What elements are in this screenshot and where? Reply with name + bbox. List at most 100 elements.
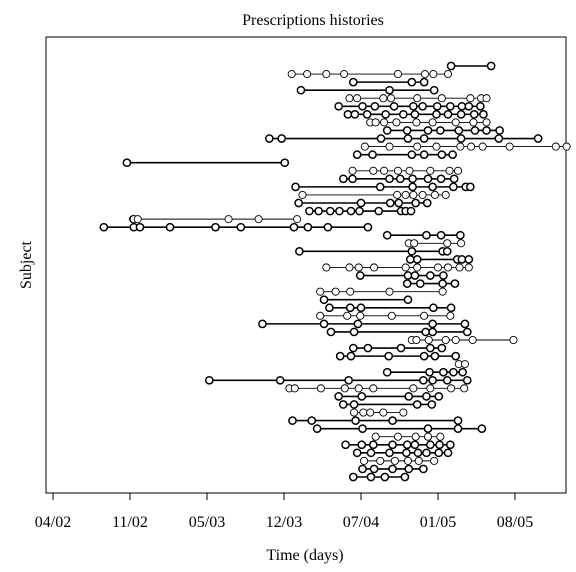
prescription-point <box>446 311 455 320</box>
subject-row <box>454 360 470 369</box>
prescription-point <box>409 384 418 393</box>
prescription-point <box>422 198 432 208</box>
prescription-point <box>509 335 518 345</box>
prescription-point <box>505 142 514 151</box>
subject-row <box>382 126 504 135</box>
prescription-point <box>254 215 263 224</box>
prescription-point <box>165 222 175 232</box>
prescription-point <box>437 150 447 159</box>
prescription-point <box>443 263 453 272</box>
prescription-point <box>352 150 362 159</box>
prescription-point <box>385 85 394 95</box>
prescription-point <box>468 335 477 345</box>
subject-row <box>338 400 437 409</box>
prescription-point <box>312 424 322 433</box>
prescription-point <box>422 392 431 401</box>
prescription-point <box>390 456 399 465</box>
prescription-point <box>435 126 445 135</box>
prescription-point <box>419 375 428 385</box>
prescription-point <box>358 101 367 111</box>
prescription-point <box>443 110 453 119</box>
subject-row <box>404 239 466 248</box>
prescription-point <box>464 263 473 272</box>
prescription-point <box>414 456 423 465</box>
prescription-point <box>433 263 443 272</box>
prescription-point <box>345 94 354 103</box>
prescription-point <box>430 351 440 361</box>
prescription-point <box>428 182 437 192</box>
prescription-point <box>443 70 453 79</box>
subject-row <box>352 448 453 458</box>
prescription-point <box>419 77 429 87</box>
prescription-point <box>432 110 441 119</box>
prescription-point <box>386 94 396 103</box>
prescription-point <box>374 206 384 216</box>
prescription-point <box>343 311 352 320</box>
prescription-point <box>428 375 437 385</box>
subject-row <box>360 456 439 465</box>
prescription-point <box>402 279 412 288</box>
prescription-point <box>423 424 433 433</box>
prescription-point <box>442 247 452 256</box>
prescription-point <box>366 472 376 482</box>
subject-row <box>316 311 455 320</box>
prescription-point <box>446 61 456 71</box>
prescription-point <box>325 206 335 216</box>
prescription-point <box>376 456 385 465</box>
prescription-point <box>428 327 437 337</box>
prescription-point <box>407 77 417 87</box>
subject-row <box>322 263 473 272</box>
prescription-point <box>382 126 392 135</box>
prescription-point <box>432 142 441 151</box>
x-tick-label: 11/02 <box>112 514 148 531</box>
prescription-point <box>413 448 423 458</box>
prescription-point <box>334 392 344 401</box>
subject-row <box>348 166 463 175</box>
prescription-point <box>407 150 417 159</box>
prescription-point <box>294 198 303 208</box>
x-tick-label: 12/03 <box>266 514 302 531</box>
prescription-point <box>393 166 403 175</box>
prescription-point <box>434 392 444 401</box>
prescription-point <box>470 126 480 135</box>
prescription-point <box>464 255 474 264</box>
subject-row <box>287 70 453 79</box>
prescription-point <box>358 424 367 433</box>
prescription-point <box>424 335 433 345</box>
subject-row <box>382 367 467 377</box>
prescription-point <box>99 222 109 232</box>
prescription-point <box>410 440 420 450</box>
prescription-point <box>400 472 410 482</box>
prescription-point <box>465 182 475 192</box>
prescription-point <box>296 85 306 95</box>
prescription-point <box>369 464 379 474</box>
prescription-point <box>380 118 389 127</box>
prescription-point <box>368 150 377 159</box>
prescription-point <box>369 384 378 393</box>
prescription-point <box>430 456 439 465</box>
prescription-point <box>439 271 448 280</box>
prescription-point <box>371 432 380 441</box>
prescription-point <box>393 190 402 199</box>
x-tick-label: 01/05 <box>420 514 456 531</box>
prescription-point <box>335 206 344 216</box>
subject-row <box>305 206 416 216</box>
prescription-point <box>393 432 403 441</box>
prescription-point <box>436 432 445 441</box>
prescription-point <box>363 343 373 353</box>
subject-row <box>294 198 432 208</box>
prescription-point <box>322 263 331 272</box>
prescription-point <box>354 384 363 393</box>
prescription-point <box>439 367 448 377</box>
prescription-point <box>462 375 472 385</box>
subject-row <box>402 279 460 288</box>
prescription-point <box>437 343 447 353</box>
prescription-point <box>403 134 413 143</box>
prescription-point <box>335 351 345 361</box>
prescription-point <box>350 110 360 119</box>
prescription-point <box>366 408 375 417</box>
prescription-point <box>370 263 379 272</box>
prescription-point <box>425 343 435 353</box>
subject-row <box>355 271 448 280</box>
